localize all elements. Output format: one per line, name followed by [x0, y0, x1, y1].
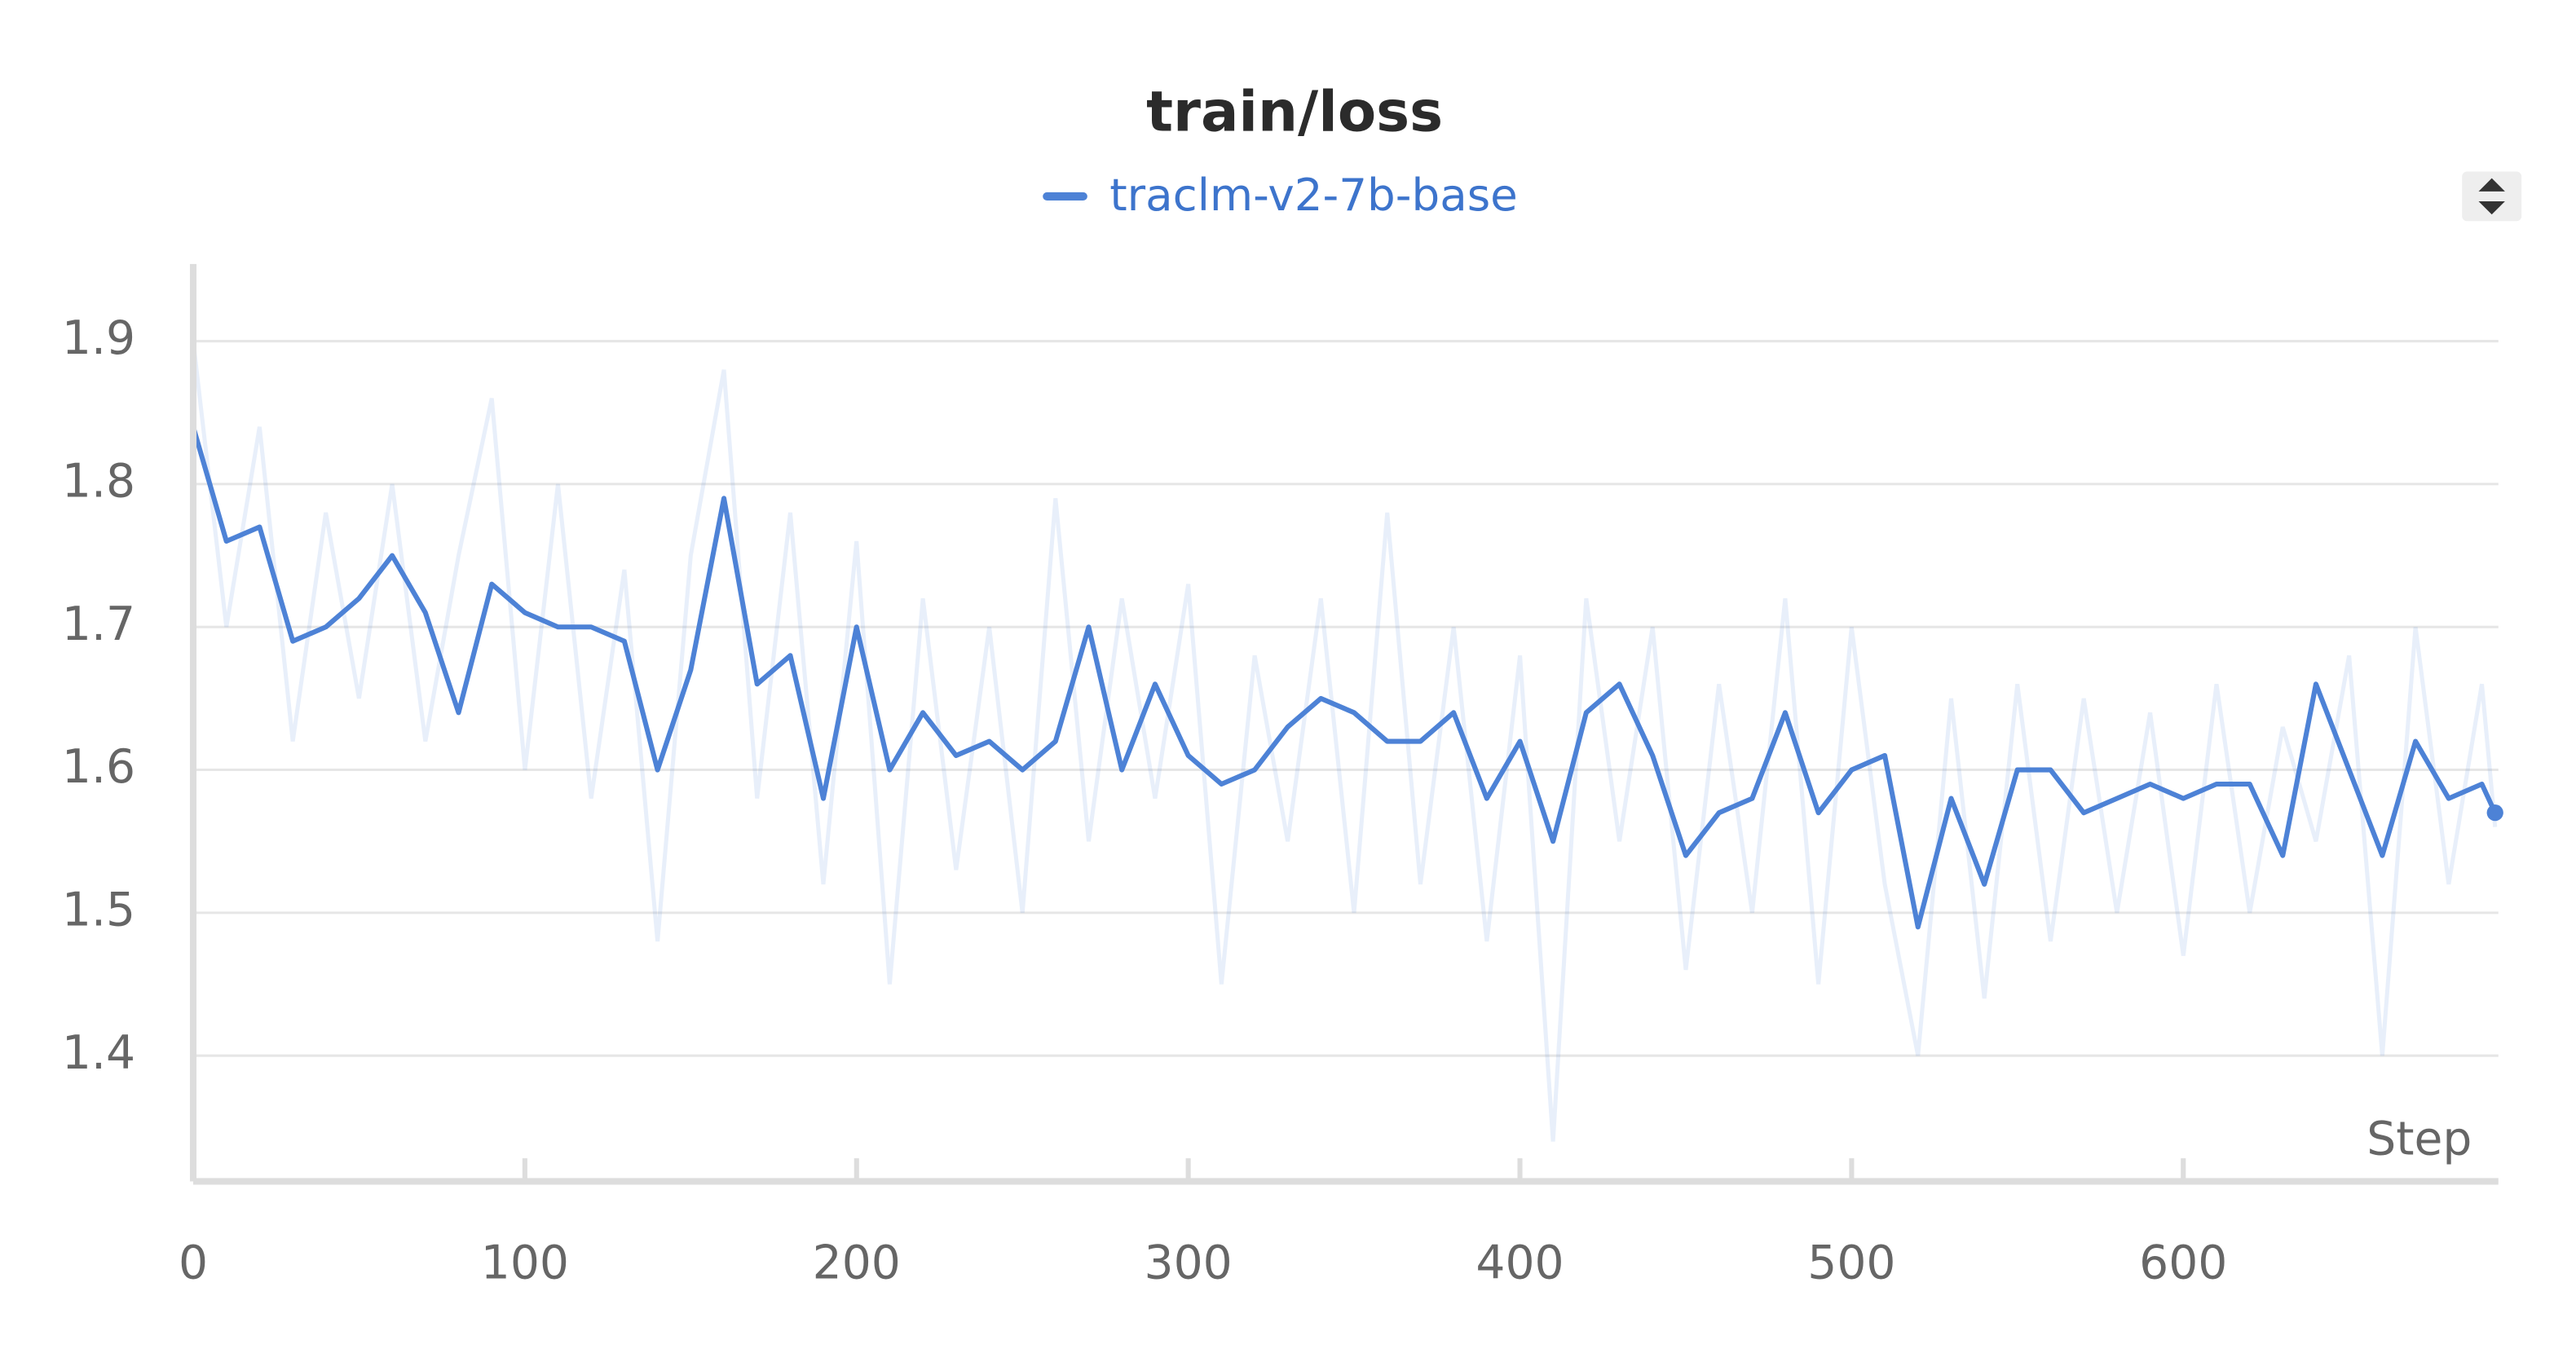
x-axis-label: Step [2366, 1113, 2472, 1166]
x-tick-label: 0 [179, 1236, 208, 1289]
x-tick-label: 600 [2139, 1236, 2227, 1289]
smoothed-line [191, 425, 2498, 930]
y-tick-label: 1.7 [62, 597, 135, 651]
plot-area [191, 341, 2503, 1142]
grid [193, 340, 2499, 1057]
x-tick-label: 100 [481, 1236, 569, 1289]
end-point [2486, 804, 2503, 822]
scroll-button[interactable] [2462, 171, 2522, 222]
y-tick-label: 1.8 [62, 455, 135, 509]
y-tick-label: 1.4 [62, 1026, 135, 1080]
axes: 1.4 1.5 1.6 1.7 1.8 1.9 0 100 200 300 400 500 600 [62, 263, 2499, 1289]
x-tick-label: 400 [1475, 1236, 1564, 1289]
scroll-arrows [2478, 178, 2505, 215]
x-tick-label: 500 [1807, 1236, 1895, 1289]
y-tick-label: 1.5 [62, 883, 135, 937]
x-tick-label: 200 [813, 1236, 901, 1289]
legend-scroll[interactable] [2462, 171, 2522, 222]
legend-label[interactable]: traclm-v2-7b-base [1109, 169, 1518, 221]
x-tick-label: 300 [1145, 1236, 1233, 1289]
raw-line [191, 341, 2498, 1142]
y-tick-label: 1.6 [62, 740, 135, 794]
chart-title: train/loss [1146, 80, 1443, 145]
y-tick-label: 1.9 [62, 311, 135, 365]
